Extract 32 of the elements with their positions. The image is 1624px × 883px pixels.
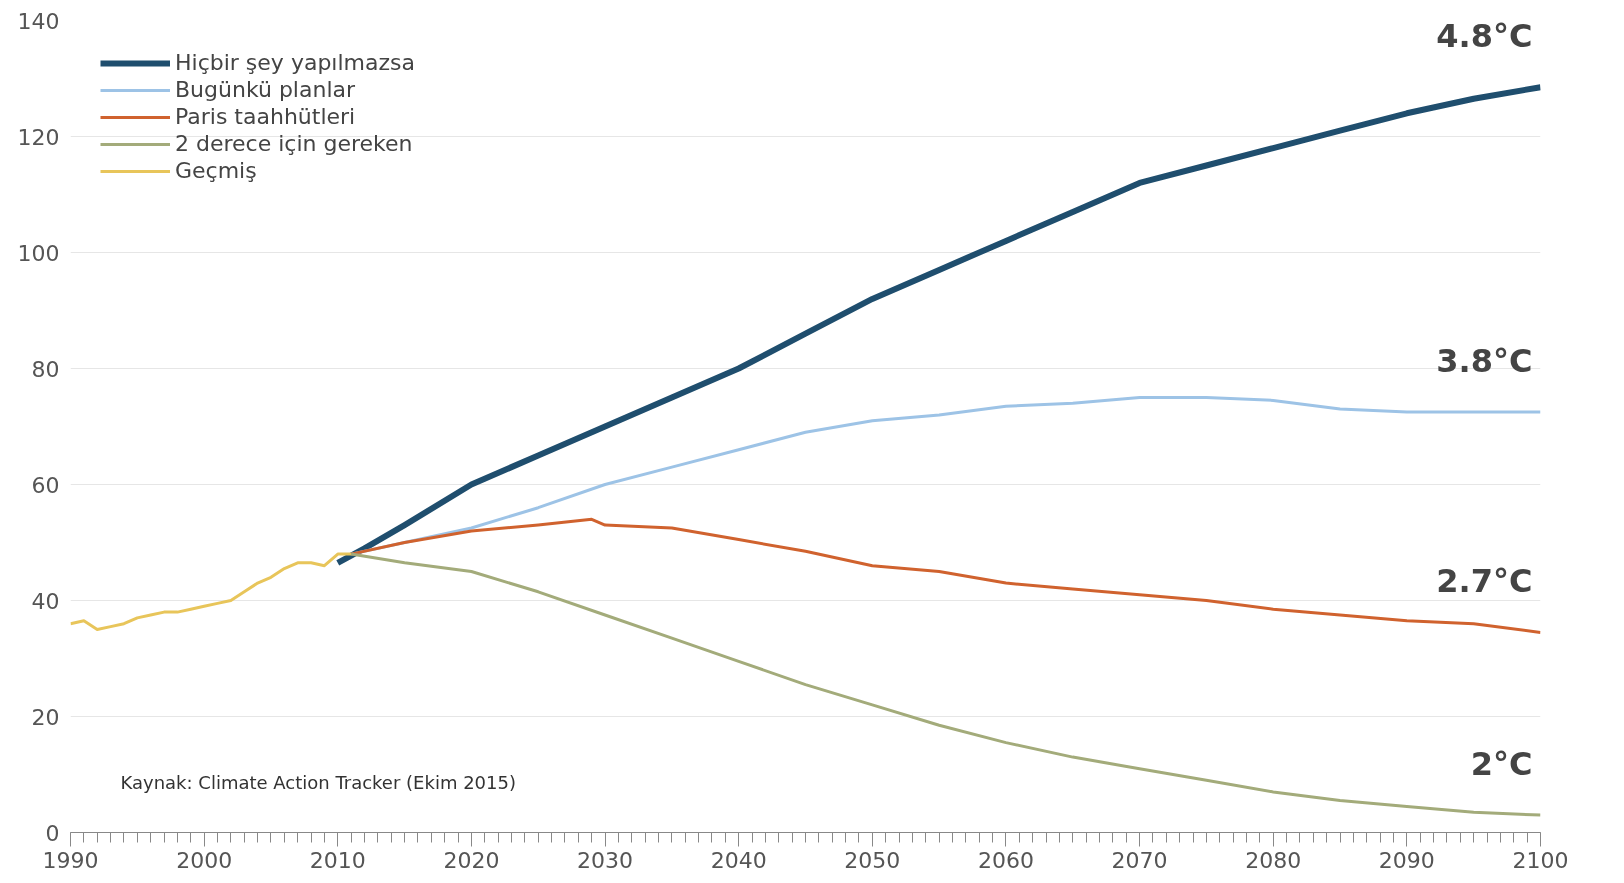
legend-label: Hiçbir şey yapılmazsa [175,50,415,75]
x-tick-label: 2100 [1512,847,1569,873]
annotation: Kaynak: Climate Action Tracker (Ekim 2015) [120,771,516,793]
legend-label: Paris taahhütleri [175,104,356,129]
annotation: 2.7°C [1436,562,1533,601]
legend-label: 2 derece için gereken [175,131,413,156]
y-tick-label: 140 [17,8,60,34]
line-series [349,517,1541,634]
x-tick-label: 2020 [443,847,500,873]
annotation: 3.8°C [1436,342,1533,380]
x-tick-label: 2040 [710,847,767,873]
y-tick-label: 120 [17,124,60,150]
x-tick-label: 2000 [176,847,233,873]
x-tick-label: 2090 [1378,847,1435,873]
legend-label: Geçmiş [175,158,257,183]
line-series [70,552,353,631]
y-tick-label: 80 [31,356,60,382]
legend-label: Bugünkü planlar [175,77,356,102]
y-tick-label: 60 [31,472,60,498]
annotation: 4.8°C [1436,17,1533,56]
y-tick-label: 0 [45,820,60,846]
y-tick-label: 40 [31,588,60,614]
x-tick-label: 2030 [577,847,634,873]
y-tick-label: 100 [17,240,60,266]
x-tick-label: 2010 [309,847,366,873]
x-tick-label: 1990 [42,847,99,873]
y-tick-label: 20 [31,704,60,730]
x-tick-label: 2050 [844,847,901,873]
annotation: 2°C [1470,745,1533,784]
x-tick-label: 2080 [1245,847,1302,873]
x-tick-label: 2060 [977,847,1034,873]
x-tick-label: 2070 [1111,847,1168,873]
